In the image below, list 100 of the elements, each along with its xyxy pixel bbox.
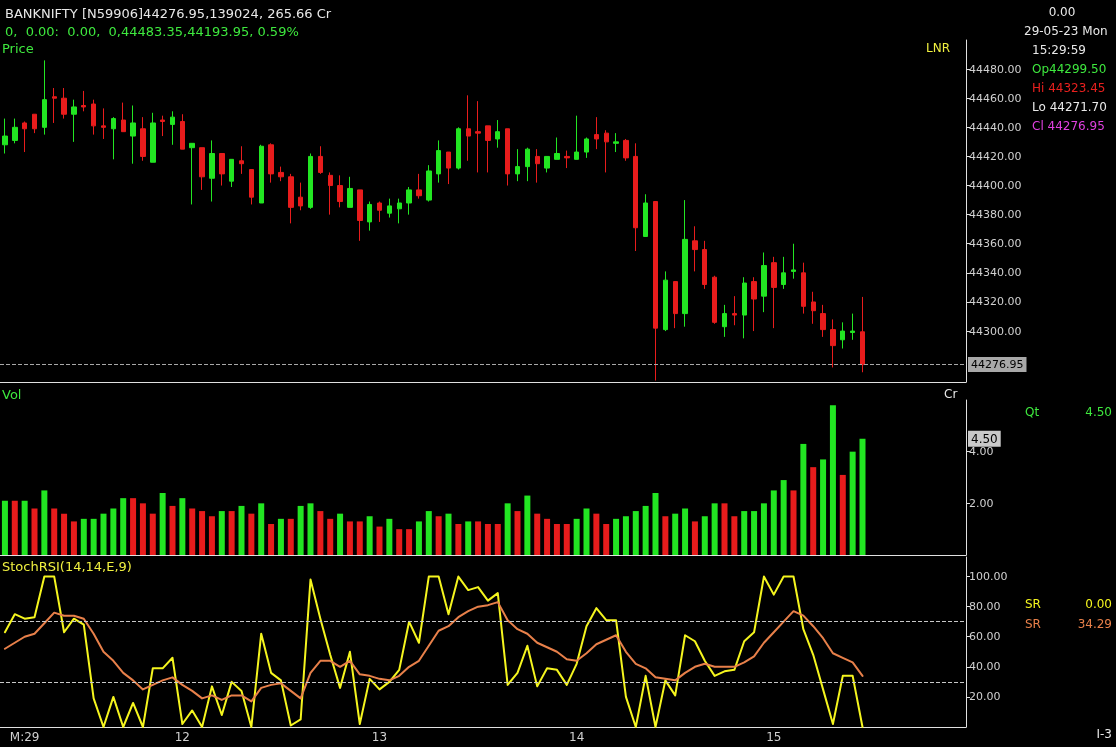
bar (563, 524, 570, 555)
candlestick (673, 281, 678, 329)
bar (159, 493, 166, 555)
bar (189, 508, 196, 555)
bar (406, 529, 413, 555)
candlestick (564, 150, 570, 169)
candlestick (495, 119, 500, 149)
text: Qt (1025, 405, 1040, 419)
candlestick (604, 129, 609, 173)
bar (70, 521, 77, 555)
bar (268, 524, 275, 555)
candlestick (209, 139, 215, 203)
bar (820, 459, 827, 555)
candlestick (42, 59, 47, 136)
candlestick (140, 116, 146, 162)
bar (169, 505, 176, 555)
bar (829, 405, 836, 555)
bar (859, 438, 866, 555)
bar (524, 495, 531, 555)
candlestick (278, 166, 284, 182)
bar (455, 524, 462, 555)
bar (149, 513, 156, 555)
candlestick (367, 201, 372, 232)
bar (465, 521, 472, 555)
candlestick (180, 113, 185, 150)
candlestick (160, 115, 165, 137)
bar (208, 516, 215, 555)
y-tick-label: 44380.00 (969, 208, 1022, 222)
bar (603, 524, 610, 555)
candlestick (71, 99, 77, 143)
candlestick (525, 147, 530, 182)
x-tick-label: 14 (569, 730, 585, 744)
bar (61, 513, 68, 555)
bar (701, 516, 708, 555)
y-tick-label: 20.00 (969, 690, 1001, 704)
bar (514, 511, 521, 555)
bar (553, 524, 560, 555)
candlestick (663, 270, 668, 332)
bar (445, 513, 452, 555)
bar (711, 503, 718, 555)
chart-subtitle: 0, 0.00: 0.00, 0,44483.35,44193.95, 0.59% (5, 24, 299, 39)
bar (425, 511, 432, 555)
candlestick (761, 251, 767, 313)
bar (238, 505, 245, 555)
candlestick (377, 201, 382, 223)
y-axis-title: StochRSI(14,14,E,9) (2, 559, 132, 574)
candlestick (623, 138, 629, 162)
candlestick (387, 198, 392, 219)
candlestick (397, 198, 402, 224)
bar (780, 480, 787, 555)
bar (652, 493, 659, 555)
bar (435, 516, 442, 555)
bar (130, 498, 137, 555)
text: 0.00 (1048, 5, 1076, 19)
bar (396, 529, 403, 555)
bar (317, 511, 324, 555)
bar (307, 503, 314, 555)
y-axis-title: Vol (2, 387, 22, 402)
chart-title: BANKNIFTY [N59906]44276.95,139024, 265.66 Cr (5, 6, 332, 21)
y-tick-label: 44300.00 (969, 324, 1022, 338)
line-series (3, 575, 864, 728)
line-series (3, 601, 864, 703)
candlestick (229, 158, 234, 188)
candlestick (268, 142, 274, 184)
bar (287, 518, 294, 555)
bar (593, 513, 600, 555)
bar (534, 513, 541, 555)
candlestick (259, 144, 264, 204)
bar (100, 513, 107, 555)
bar (751, 511, 758, 555)
candlestick (22, 121, 27, 153)
candlestick (860, 296, 865, 373)
bar (475, 521, 482, 555)
candlestick (515, 148, 520, 182)
y-tick-label: 44480.00 (969, 62, 1022, 76)
candlestick (751, 276, 757, 332)
candlestick (643, 193, 648, 237)
y-tick-label: 60.00 (969, 630, 1001, 644)
candlestick (436, 139, 441, 184)
candlestick (91, 99, 96, 136)
candlestick (722, 304, 727, 338)
bar (277, 518, 284, 555)
bar (583, 508, 590, 555)
bar (258, 503, 265, 555)
candlestick (219, 153, 225, 187)
candlestick (574, 115, 579, 160)
bar (504, 503, 511, 555)
bar (11, 500, 18, 555)
candlestick (466, 94, 471, 162)
bar (613, 518, 620, 555)
bar (80, 518, 87, 555)
candlestick (554, 137, 560, 160)
candlestick (239, 145, 244, 175)
candlestick (830, 318, 836, 368)
candlestick (288, 173, 294, 224)
text: SR (1025, 617, 1041, 631)
y-tick-label: 44460.00 (969, 91, 1022, 105)
bar (366, 516, 373, 555)
text: 0.00 (1085, 597, 1112, 611)
x-tick-label: M:29 (9, 730, 40, 744)
